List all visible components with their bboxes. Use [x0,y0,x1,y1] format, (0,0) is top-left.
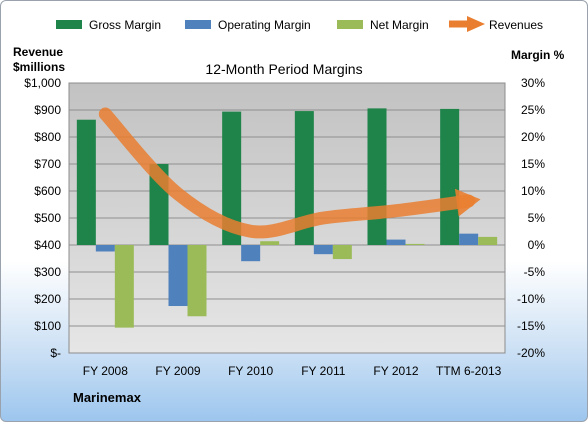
bar-operating-margin [168,245,188,307]
bar-net-margin [114,245,134,328]
right-tick-label: 20% [521,130,545,144]
revenue-line [98,107,476,239]
legend-swatch-operating-margin [185,20,211,29]
left-tick-label: $300 [34,265,61,279]
legend-swatch-gross-margin [56,20,82,29]
left-axis-title-line1: Revenue [13,45,63,59]
company-name: Marinemax [73,390,142,405]
right-tick-label: -5% [524,265,546,279]
revenue-point [323,218,324,219]
revenue-series [98,107,481,239]
revenue-arrowhead [454,188,481,217]
category-label: FY 2009 [155,364,200,378]
right-tick-label: -20% [517,346,545,360]
legend: Gross Margin Operating Margin Net Margin… [56,16,543,32]
left-tick-label: $900 [34,103,61,117]
right-tick-label: -15% [517,319,545,333]
chart-title: 12-Month Period Margins [205,61,362,77]
right-axis-title: Margin % [511,48,565,62]
bar-operating-margin [459,233,479,245]
right-tick-label: 30% [521,76,545,90]
bar-operating-margin [386,239,406,245]
left-tick-label: $400 [34,238,61,252]
right-tick-label: 15% [521,157,545,171]
left-tick-label: $- [50,346,61,360]
bar-operating-margin [313,245,333,255]
bar-gross-margin [367,108,387,245]
bar-gross-margin [294,111,314,245]
right-tick-label: 0% [528,238,546,252]
bar-gross-margin [76,119,96,245]
legend-swatch-net-margin [337,20,363,29]
category-label: FY 2012 [373,364,418,378]
left-axis-title-line2: $millions [13,60,65,74]
category-label: FY 2010 [228,364,273,378]
bar-operating-margin [95,245,115,252]
right-tick-label: -10% [517,292,545,306]
right-tick-label: 10% [521,184,545,198]
bar-net-margin [187,245,207,317]
right-tick-label: 25% [521,103,545,117]
legend-label-gross-margin: Gross Margin [89,18,161,32]
bar-gross-margin [222,111,242,246]
bar-net-margin [405,243,425,245]
right-tick-label: 5% [528,211,546,225]
bar-gross-margin [440,108,460,245]
left-tick-label: $600 [34,184,61,198]
legend-label-revenues: Revenues [489,18,543,32]
gridlines [69,109,505,327]
bar-net-margin [332,245,352,260]
left-axis-ticks: $- $100 $200 $300 $400 $500 $600 $700 $800 $900 $1… [24,76,61,360]
revenue-point [396,210,397,211]
revenue-point [468,200,469,201]
left-tick-label: $800 [34,130,61,144]
left-tick-label: $1,000 [24,76,61,90]
category-labels: FY 2008 FY 2009 FY 2010 FY 2011 FY 2012 TTM 6… [83,364,502,378]
left-tick-label: $500 [34,211,61,225]
right-axis-ticks: -20% -15% -10% -5% 0% 5% 10% 15% 20% 25% 30% [517,76,545,360]
bar-net-margin [260,241,280,245]
revenue-point [250,231,251,232]
legend-label-net-margin: Net Margin [370,18,429,32]
revenue-point [105,114,106,115]
left-tick-label: $700 [34,157,61,171]
legend-label-operating-margin: Operating Margin [218,18,311,32]
category-label: FY 2008 [83,364,128,378]
revenue-point [178,193,179,194]
category-label: TTM 6-2013 [436,364,502,378]
bar-net-margin [478,236,498,245]
bar-operating-margin [241,245,261,262]
left-tick-label: $100 [34,319,61,333]
legend-arrow-revenues [467,16,485,32]
left-tick-label: $200 [34,292,61,306]
bars [76,108,498,328]
category-label: FY 2011 [301,364,346,378]
